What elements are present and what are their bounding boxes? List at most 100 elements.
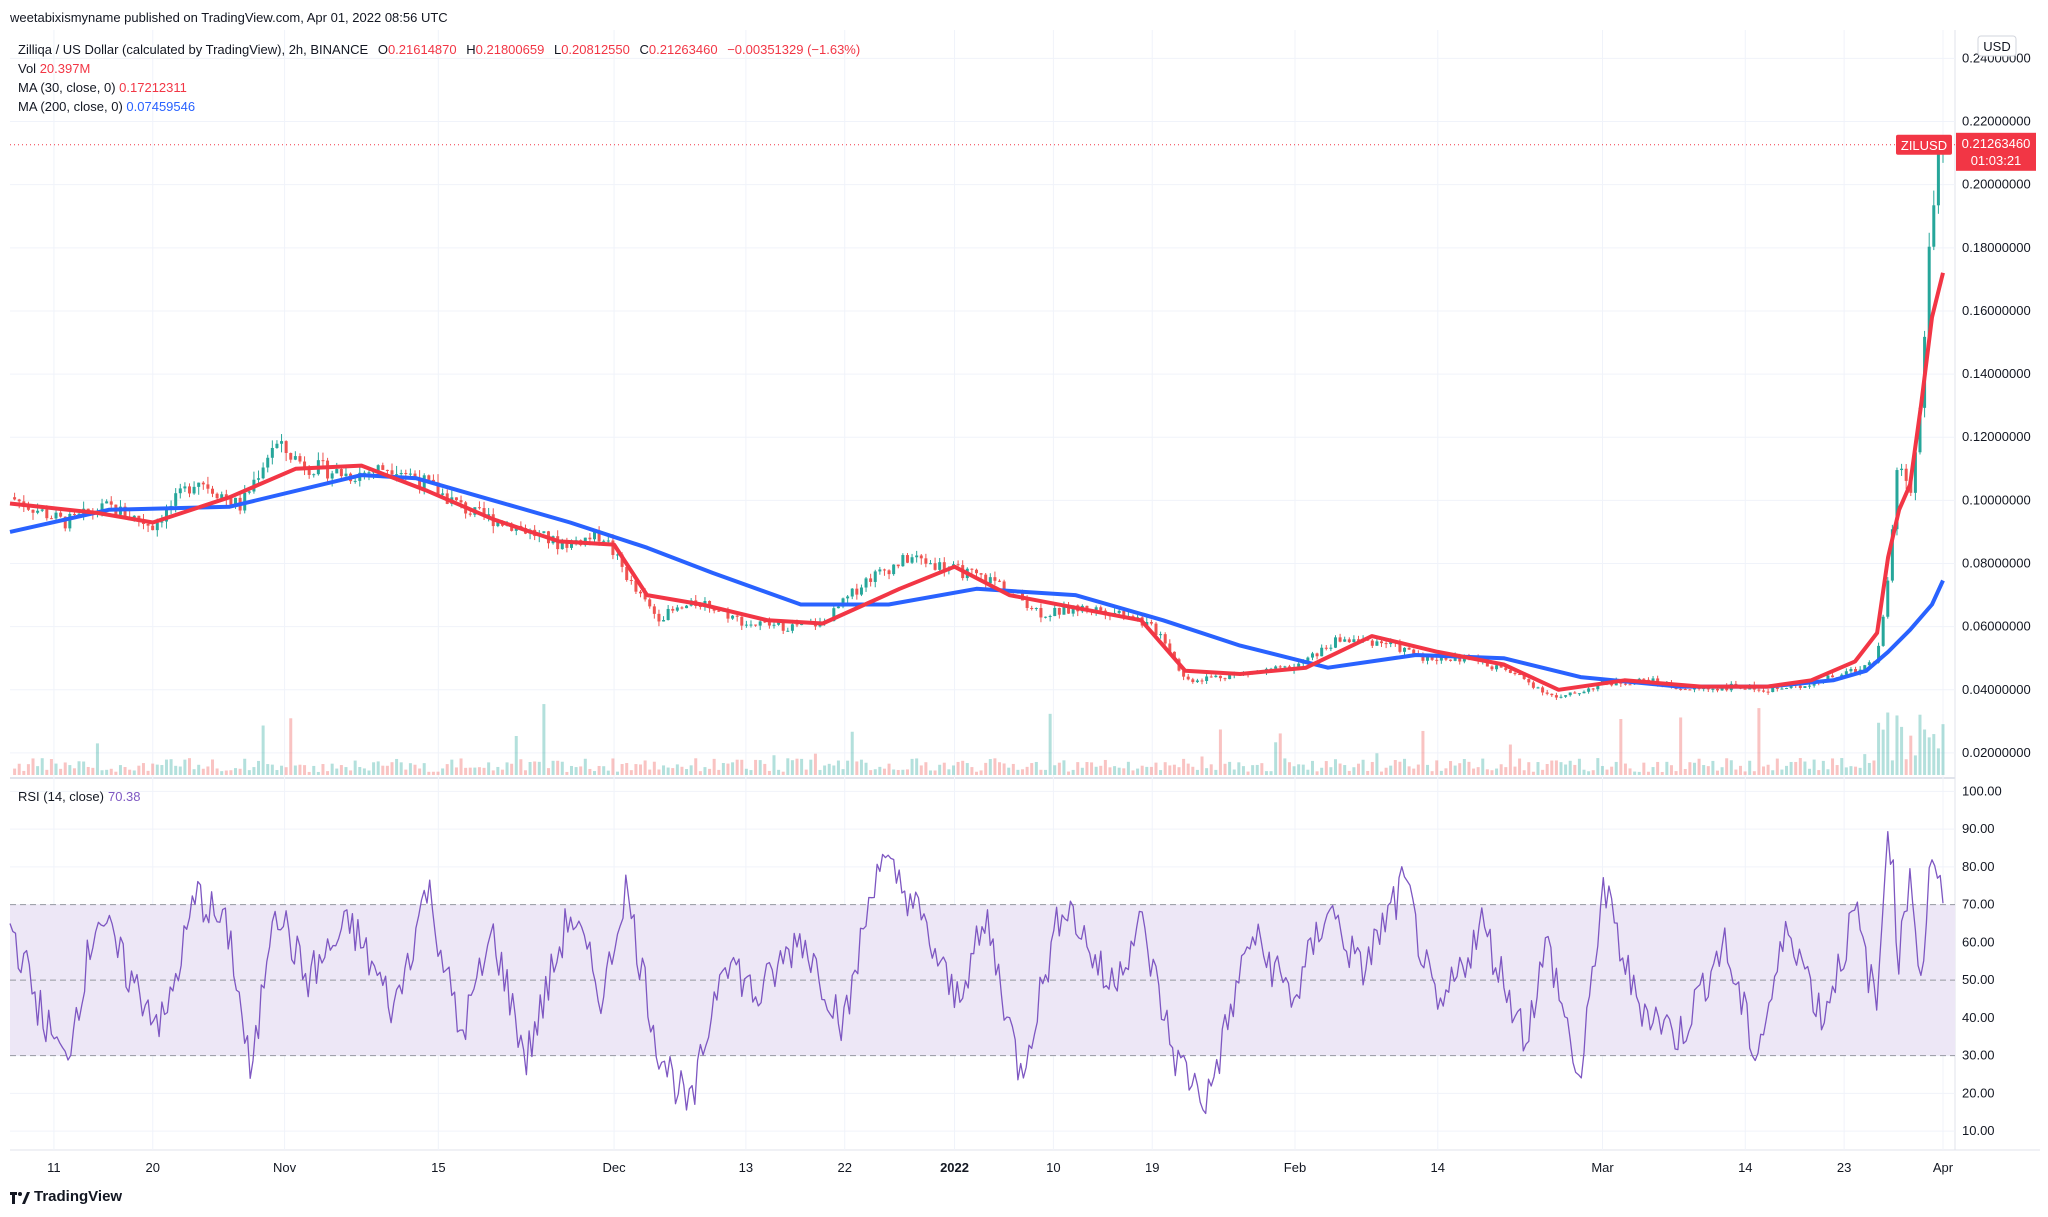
candle-body	[680, 607, 684, 609]
volume-bar	[109, 768, 113, 775]
volume-bar	[1186, 763, 1190, 775]
candle-body	[873, 571, 877, 582]
volume-bar	[685, 769, 689, 775]
price-tick-label: 0.12000000	[1962, 429, 2031, 444]
candle-body	[146, 523, 150, 526]
candle-body	[418, 478, 422, 489]
volume-bar	[192, 769, 196, 775]
candle-body	[869, 578, 873, 582]
candle-body	[1159, 634, 1163, 636]
volume-bar	[303, 765, 307, 775]
legend-volume-row[interactable]: Vol 20.397M	[18, 59, 860, 78]
volume-bar	[1536, 762, 1540, 775]
rsi-legend[interactable]: RSI (14, close) 70.38	[18, 789, 141, 804]
volume-bar	[569, 765, 573, 775]
chart-legend[interactable]: Zilliqa / US Dollar (calculated by Tradi…	[18, 40, 860, 116]
volume-bar	[247, 770, 251, 775]
currency-badge[interactable]	[1977, 35, 2017, 57]
volume-bar	[1812, 759, 1816, 775]
volume-bar	[652, 761, 656, 775]
candle-body	[54, 512, 58, 519]
price-axis[interactable]: 0.02000000 0.04000000 0.06000000 0.08000000…	[1962, 50, 2031, 759]
candle-body	[1057, 608, 1061, 615]
candle-body	[385, 469, 389, 471]
candle-body	[192, 486, 196, 494]
candle-body	[220, 494, 224, 499]
legend-ohlc-row[interactable]: Zilliqa / US Dollar (calculated by Tradi…	[18, 40, 860, 59]
volume-bar	[1099, 765, 1103, 775]
volume-bar	[1918, 714, 1922, 775]
candle-body	[307, 469, 311, 475]
volume-bar	[620, 764, 624, 775]
legend-close-label: C	[639, 42, 649, 57]
candle-body	[1195, 680, 1199, 683]
volume-bar	[1338, 763, 1342, 775]
volume-bar	[1495, 768, 1499, 775]
volume-bar	[708, 768, 712, 775]
volume-bar	[763, 763, 767, 775]
candle-body	[1504, 667, 1508, 670]
candle-body	[1559, 696, 1563, 698]
volume-bar	[726, 763, 730, 775]
volume-bar	[427, 771, 431, 775]
volume-bar	[772, 755, 776, 775]
candle-body	[1034, 607, 1038, 609]
volume-bar	[1412, 768, 1416, 775]
price-tag-price: 0.21263460	[1962, 136, 2031, 151]
candle-body	[367, 472, 371, 474]
volume-bar	[206, 766, 210, 775]
candle-body	[1766, 691, 1770, 693]
candle-body	[326, 460, 330, 479]
volume-bar	[335, 768, 339, 775]
rsi-tick-label: 10.00	[1962, 1123, 1995, 1138]
candle-body	[1867, 662, 1871, 666]
volume-bar	[86, 766, 90, 775]
candle-body	[671, 608, 675, 611]
candle-body	[1426, 655, 1430, 661]
candle-body	[1854, 669, 1858, 673]
volume-bar	[869, 770, 873, 775]
rsi-axis[interactable]: 10.00 20.00 30.00 40.00 50.00 60.00 70.00 80.00…	[1962, 783, 2002, 1138]
price-pane[interactable]	[10, 30, 1955, 775]
candle-body	[293, 456, 297, 460]
volume-bar	[804, 769, 808, 775]
volume-bar	[1168, 765, 1172, 775]
candle-body	[919, 555, 923, 559]
volume-bar	[938, 764, 942, 775]
time-axis[interactable]: 11 20 Nov 15 Dec 13 22 2022 10 19 Feb 14 Mar 14 23 Apr	[47, 1160, 1954, 1175]
volume-bar	[1541, 769, 1545, 775]
candle-body	[836, 606, 840, 609]
volume-bar	[809, 759, 813, 775]
volume-bar	[919, 765, 923, 775]
tradingview-brand[interactable]: TradingView	[10, 1188, 122, 1205]
volume-bar	[1223, 763, 1227, 775]
volume-bar	[441, 768, 445, 775]
volume-bar	[146, 770, 150, 775]
volume-bar	[1619, 719, 1623, 775]
volume-bar	[1752, 771, 1756, 775]
candle-body	[1370, 640, 1374, 646]
volume-bar	[82, 761, 86, 775]
volume-bar	[353, 760, 357, 775]
volume-bar	[846, 760, 850, 775]
legend-ma200-row[interactable]: MA (200, close, 0) 0.07459546	[18, 97, 860, 116]
candle-body	[362, 472, 366, 474]
candle-body	[726, 610, 730, 619]
volume-bar	[390, 762, 394, 775]
volume-bar	[951, 765, 955, 775]
volume-bar	[26, 764, 30, 775]
volume-bar	[1389, 765, 1393, 775]
legend-low: 0.20812550	[561, 42, 630, 57]
volume-bar	[211, 759, 215, 775]
legend-ma30-row[interactable]: MA (30, close, 0) 0.17212311	[18, 78, 860, 97]
volume-bar	[1067, 771, 1071, 775]
volume-bar	[1333, 759, 1337, 775]
candle-body	[1278, 666, 1282, 668]
volume-bar	[1642, 762, 1646, 775]
volume-bar	[1550, 760, 1554, 775]
volume-bar	[1683, 768, 1687, 775]
candle-body	[390, 470, 394, 475]
candle-body	[758, 621, 762, 626]
candle-body	[763, 621, 767, 623]
